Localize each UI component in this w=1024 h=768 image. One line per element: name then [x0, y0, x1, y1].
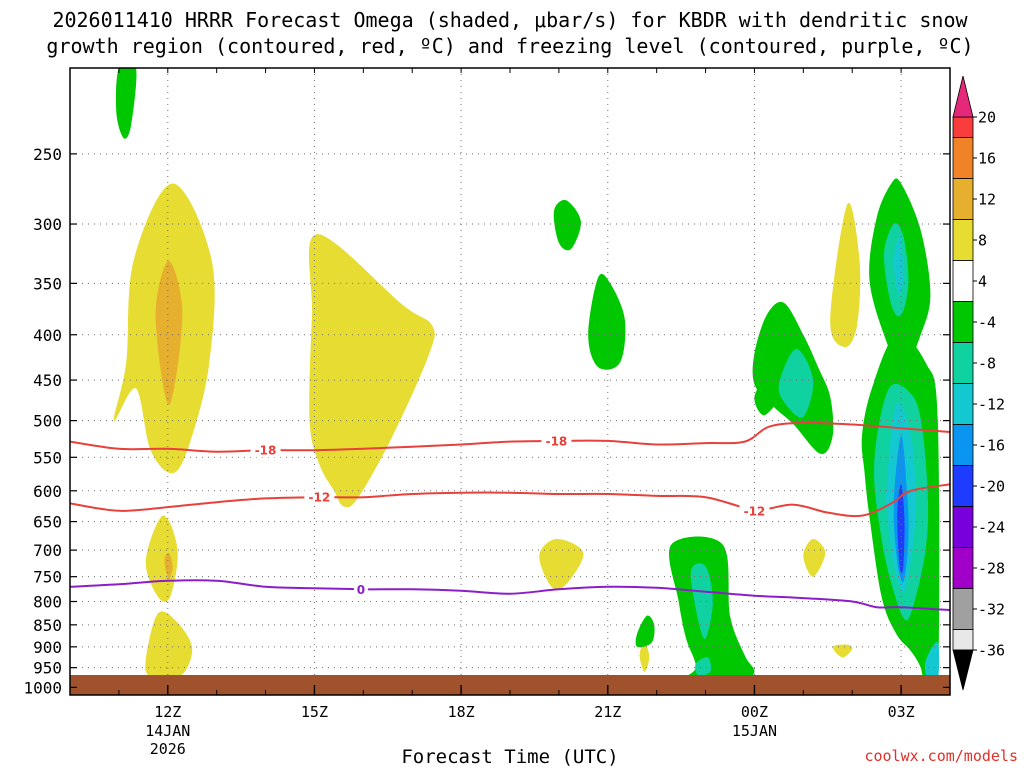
omega-region	[115, 68, 137, 139]
colorbar-swatch	[952, 178, 974, 220]
omega-region	[553, 199, 581, 251]
colorbar-label: 16	[978, 150, 996, 168]
omega-shading	[113, 68, 940, 695]
dgz-isotherm-label: -18	[546, 434, 568, 448]
x-tick-date: 15JAN	[732, 722, 777, 740]
contour-lines: -18 -18 -12 -12 0	[70, 421, 950, 612]
colorbar-swatch	[952, 465, 974, 507]
omega-region	[695, 657, 712, 676]
freezing-level-line-label-bg	[353, 582, 368, 597]
y-tick-label: 400	[33, 326, 62, 345]
dgz-isotherm-label-bg	[739, 503, 770, 518]
omega-region	[635, 615, 655, 648]
colorbar-label: -24	[978, 519, 1005, 537]
colorbar-label: -4	[978, 314, 996, 332]
omega-region	[893, 236, 904, 295]
colorbar-over-triangle	[952, 75, 974, 118]
omega-region	[832, 644, 853, 658]
colorbar-label: 12	[978, 191, 996, 209]
omega-region	[830, 202, 861, 348]
colorbar-label: 8	[978, 232, 987, 250]
y-tick-label: 350	[33, 274, 62, 293]
colorbar-label: -20	[978, 478, 1005, 496]
dgz-isotherm-label-bg	[541, 433, 572, 448]
y-tick-label: 1000	[23, 678, 62, 697]
x-axis-label: Forecast Time (UTC)	[401, 746, 618, 768]
omega-region	[164, 552, 173, 580]
x-tick-label: 00Z	[741, 703, 768, 721]
colorbar-swatch	[952, 506, 974, 548]
chart-title-line2: growth region (contoured, red, ºC) and f…	[46, 34, 973, 58]
colorbar-swatch	[952, 424, 974, 466]
colorbar-swatch	[952, 383, 974, 425]
colorbar-label: 4	[978, 273, 987, 291]
dgz-isotherm	[70, 483, 950, 518]
y-tick-label: 700	[33, 541, 62, 560]
colorbar-label: 20	[978, 109, 996, 127]
y-tick-label: 600	[33, 482, 62, 501]
dgz-isotherm-label: -12	[744, 504, 766, 518]
y-tick-label: 850	[33, 616, 62, 635]
omega-region	[690, 563, 713, 639]
omega-region	[897, 484, 905, 574]
y-tick-label: 800	[33, 593, 62, 612]
x-tick-date: 14JAN	[145, 722, 190, 740]
x-tick-label: 18Z	[448, 703, 475, 721]
omega-region	[778, 348, 814, 418]
colorbar-label: -32	[978, 601, 1005, 619]
colorbar-swatch	[952, 260, 974, 302]
y-tick-label: 650	[33, 513, 62, 532]
omega-region	[588, 273, 626, 370]
colorbar-label: -8	[978, 355, 996, 373]
freezing-level-line	[70, 579, 950, 612]
x-tick-label: 15Z	[301, 703, 328, 721]
watermark: coolwx.com/models	[864, 747, 1018, 765]
omega-region	[639, 642, 650, 672]
y-tick-label: 550	[33, 448, 62, 467]
y-tick-label: 250	[33, 145, 62, 164]
y-tick-label: 900	[33, 638, 62, 657]
colorbar-swatch	[952, 219, 974, 261]
dgz-isotherm-label: -12	[308, 491, 330, 505]
colorbar-label: -28	[978, 560, 1005, 578]
y-tick-label: 750	[33, 568, 62, 587]
y-tick-label: 450	[33, 371, 62, 390]
omega-region	[155, 260, 183, 405]
x-tick-label: 12Z	[154, 703, 181, 721]
colorbar-under-triangle	[952, 649, 974, 691]
ground-surface	[70, 675, 950, 695]
x-tick-year: 2026	[150, 740, 186, 758]
y-tick-label: 500	[33, 412, 62, 431]
omega-region	[308, 234, 435, 508]
freezing-level-line-label: 0	[357, 583, 365, 597]
colorbar-swatch	[952, 137, 974, 179]
colorbar-label: -16	[978, 437, 1005, 455]
colorbar-swatch	[952, 588, 974, 630]
omega-region	[803, 538, 826, 577]
dgz-isotherm-label-bg	[304, 490, 335, 505]
omega-region	[924, 642, 940, 686]
chart-title-line1: 2026011410 HRRR Forecast Omega (shaded, …	[52, 8, 968, 32]
colorbar-label: -36	[978, 642, 1005, 660]
dgz-isotherm	[70, 421, 950, 453]
dgz-isotherm-label: -18	[255, 444, 277, 458]
y-tick-label: 300	[33, 215, 62, 234]
colorbar-label: -12	[978, 396, 1005, 414]
y-axis: 250 300 350 400 450 500 550 600 650 700 750 800 850 9…	[23, 145, 950, 697]
omega-region	[145, 611, 193, 680]
colorbar-swatch	[952, 629, 974, 651]
x-tick-label: 21Z	[594, 703, 621, 721]
y-tick-label: 950	[33, 659, 62, 678]
colorbar: 20 16 12 8 4 -4 -8 -12 -16 -20 -24 -28 -32 -36	[952, 75, 1005, 691]
colorbar-swatch	[952, 116, 974, 138]
colorbar-swatch	[952, 301, 974, 343]
dgz-isotherm-label-bg	[250, 443, 281, 458]
colorbar-swatch	[952, 547, 974, 589]
colorbar-swatch	[952, 342, 974, 384]
x-tick-label: 03Z	[888, 703, 915, 721]
